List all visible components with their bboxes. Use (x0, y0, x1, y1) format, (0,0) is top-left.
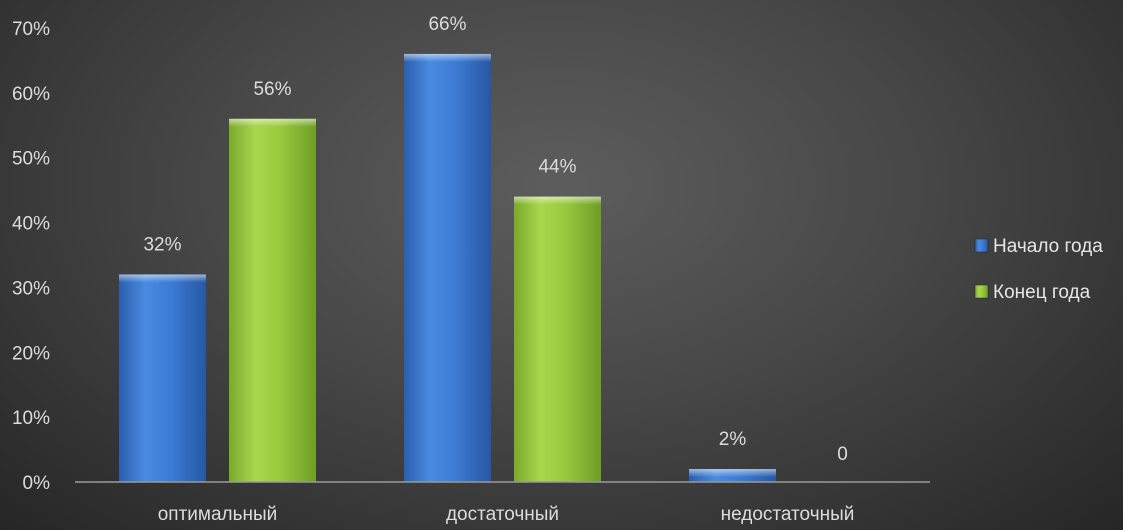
legend-label: Начало года (993, 236, 1103, 257)
y-tick-label: 40% (12, 214, 50, 235)
y-tick-label: 70% (12, 19, 50, 40)
y-tick-label: 60% (12, 84, 50, 105)
x-category-label: оптимальный (158, 504, 278, 525)
y-tick-label: 20% (12, 343, 50, 364)
bar-top-highlight (229, 118, 316, 127)
bar-start-of-year-2[interactable] (404, 53, 491, 482)
bar-top-highlight (514, 196, 601, 205)
x-axis-labels: оптимальный достаточный недостаточный (158, 504, 855, 525)
data-label: 66% (428, 14, 466, 35)
data-label: 32% (143, 234, 181, 255)
data-label: 2% (719, 429, 747, 450)
data-labels-group: 32% 56% 66% 44% 2% 0 (143, 14, 847, 465)
y-tick-label: 30% (12, 278, 50, 299)
y-tick-label: 50% (12, 149, 50, 170)
bar-top-highlight (119, 274, 206, 283)
bar-top-highlight (689, 469, 776, 478)
legend[interactable]: Начало года Конец года (974, 236, 1103, 303)
data-label: 44% (538, 157, 576, 178)
bars-group (119, 53, 776, 483)
y-axis-ticks: 0% 10% 20% 30% 40% 50% 60% 70% (12, 19, 50, 494)
x-category-label: достаточный (446, 504, 559, 525)
bar-start-of-year-1[interactable] (119, 274, 206, 482)
legend-label: Конец года (993, 282, 1091, 303)
bar-top-highlight (404, 53, 491, 62)
legend-swatch (974, 284, 989, 299)
y-tick-label: 10% (12, 408, 50, 429)
legend-swatch (974, 238, 989, 253)
data-label: 0 (837, 444, 848, 465)
bar-end-of-year-2[interactable] (514, 196, 601, 482)
legend-item-start-of-year[interactable]: Начало года (974, 236, 1103, 257)
legend-item-end-of-year[interactable]: Конец года (974, 282, 1091, 303)
bar-end-of-year-1[interactable] (229, 118, 316, 483)
data-label: 56% (253, 79, 291, 100)
x-category-label: недостаточный (721, 504, 855, 525)
y-tick-label: 0% (23, 473, 51, 494)
